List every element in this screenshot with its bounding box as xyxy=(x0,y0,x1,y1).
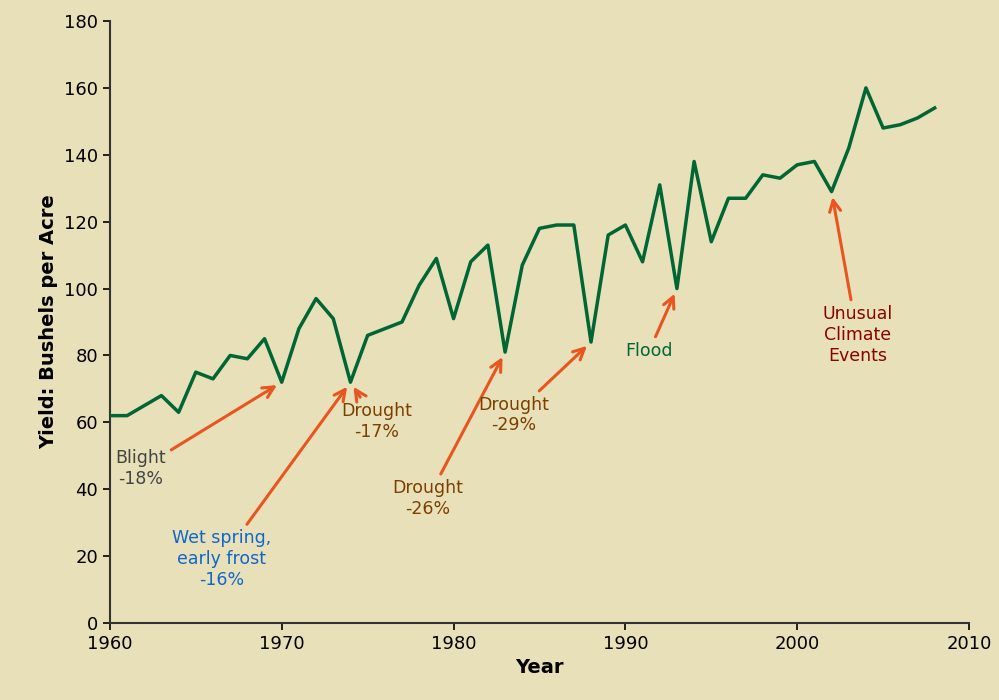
Text: Drought
-17%: Drought -17% xyxy=(341,390,412,441)
Text: Drought
-29%: Drought -29% xyxy=(479,348,584,435)
Y-axis label: Yield: Bushels per Acre: Yield: Bushels per Acre xyxy=(39,195,58,449)
Text: Drought
-26%: Drought -26% xyxy=(393,360,500,518)
Text: Wet spring,
early frost
-16%: Wet spring, early frost -16% xyxy=(172,389,346,589)
Text: Unusual
Climate
Events: Unusual Climate Events xyxy=(822,200,892,365)
X-axis label: Year: Year xyxy=(515,659,563,678)
Text: Blight
-18%: Blight -18% xyxy=(116,387,274,488)
Text: Flood: Flood xyxy=(625,297,674,360)
